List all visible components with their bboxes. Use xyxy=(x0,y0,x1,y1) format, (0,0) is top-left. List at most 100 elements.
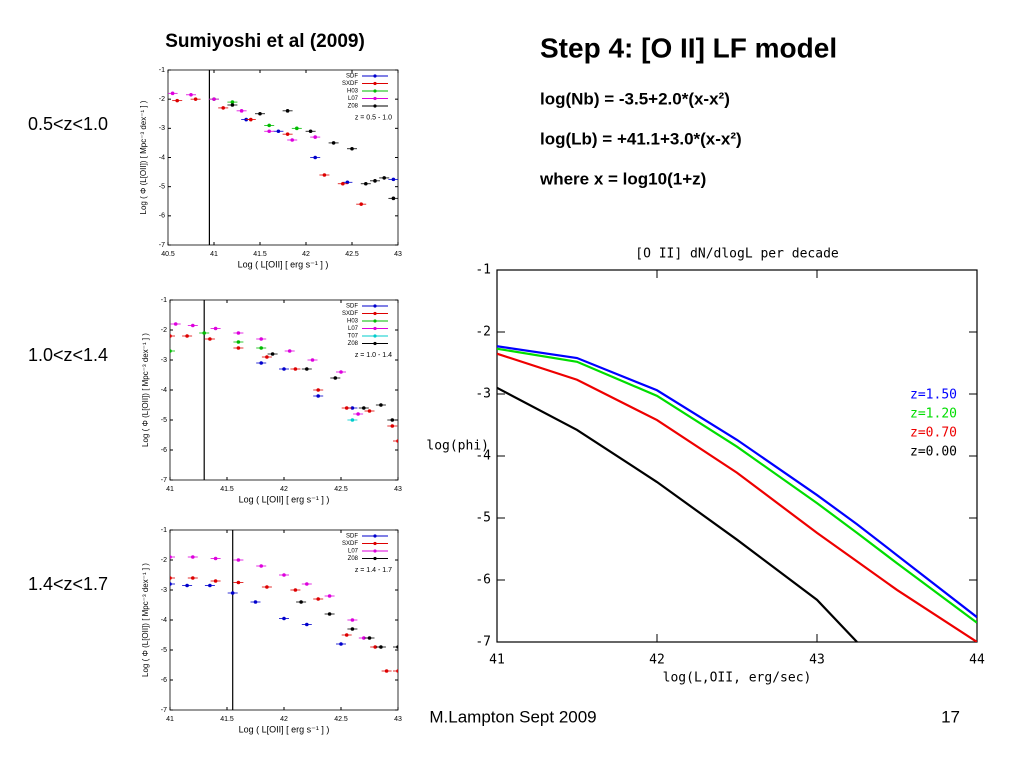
legend-marker xyxy=(373,541,377,546)
legend-marker xyxy=(373,341,377,346)
y-tick-label: -2 xyxy=(159,96,165,103)
data-point xyxy=(350,406,355,410)
annotation: z = 0.5 - 1.0 xyxy=(355,114,392,121)
page-number: 17 xyxy=(941,707,960,726)
legend-label: SDF xyxy=(346,304,358,310)
series-line xyxy=(497,347,977,624)
x-tick-label: 41.5 xyxy=(220,716,234,723)
legend-marker xyxy=(373,534,377,538)
data-point xyxy=(230,103,235,107)
y-tick-label: -5 xyxy=(475,511,491,526)
plot-area xyxy=(168,91,398,206)
data-point xyxy=(356,412,360,416)
data-point xyxy=(213,556,218,561)
legend-label: SXDF xyxy=(342,311,358,317)
data-point xyxy=(236,340,241,344)
data-point xyxy=(213,326,218,331)
equation: log(Nb) = -3.5+2.0*(x-x²) xyxy=(540,89,730,108)
x-tick-label: 43 xyxy=(394,251,402,258)
x-tick-label: 41 xyxy=(489,653,505,668)
data-point xyxy=(293,588,298,592)
data-point xyxy=(396,439,398,443)
annotation: z = 1.4 - 1.7 xyxy=(355,567,392,574)
y-tick-label: -5 xyxy=(161,647,167,654)
y-tick-label: -1 xyxy=(161,527,167,534)
data-point xyxy=(322,173,327,177)
data-point xyxy=(267,129,272,134)
data-point xyxy=(285,132,290,136)
data-point xyxy=(208,583,212,588)
legend-label: Z08 xyxy=(348,556,359,562)
data-point xyxy=(170,582,172,586)
data-point xyxy=(310,358,315,362)
y-tick-label: -3 xyxy=(475,387,491,402)
data-point xyxy=(258,111,262,116)
data-point xyxy=(239,109,244,113)
plot-area xyxy=(170,322,398,443)
legend-marker xyxy=(373,89,377,93)
data-point xyxy=(396,669,398,673)
x-tick-label: 43 xyxy=(809,653,825,668)
legend-label: z=0.70 xyxy=(910,426,957,441)
y-tick-label: -4 xyxy=(161,387,167,394)
y-tick-label: -2 xyxy=(161,327,167,334)
x-tick-label: 41.5 xyxy=(220,486,234,493)
data-point xyxy=(213,579,218,583)
data-point xyxy=(253,600,258,604)
data-point xyxy=(396,645,398,649)
data-point xyxy=(367,409,372,413)
legend-marker xyxy=(373,96,377,101)
chart-title: [O II] dN/dlogL per decade xyxy=(635,247,839,262)
legend-label: z=0.00 xyxy=(910,445,957,460)
legend-label: SXDF xyxy=(342,541,358,547)
x-tick-label: 41 xyxy=(210,251,218,258)
data-point xyxy=(391,177,396,182)
legend-label: Z08 xyxy=(348,104,359,110)
data-point xyxy=(295,126,299,131)
series-line xyxy=(497,345,977,619)
y-tick-label: -3 xyxy=(159,125,165,132)
legend-marker xyxy=(373,311,377,316)
data-point xyxy=(327,612,332,616)
x-tick-label: 43 xyxy=(394,486,402,493)
equation: log(Lb) = +41.1+3.0*(x-x²) xyxy=(540,129,742,148)
x-tick-label: 42 xyxy=(280,716,288,723)
data-point xyxy=(230,100,235,104)
x-tick-label: 42.5 xyxy=(334,716,348,723)
x-axis-label: Log ( L[OII] [ erg s⁻¹ ] ) xyxy=(239,724,330,734)
data-point xyxy=(212,97,216,101)
chart: -1 -2 -3 -4 -5 -6 -7 41 41.5 42 42.5 43 Log ( L[OII]… xyxy=(141,527,402,735)
x-tick-label: 44 xyxy=(969,653,985,668)
data-point xyxy=(367,636,372,640)
chart: -1 -2 -3 -4 -5 -6 -7 40.5 41 41.5 42 42.5 43 Log ( L[… xyxy=(139,67,402,270)
legend-marker xyxy=(373,74,377,78)
data-point xyxy=(305,582,309,586)
data-point xyxy=(379,645,383,649)
data-point xyxy=(350,627,355,631)
legend-marker xyxy=(373,104,377,108)
plot-frame xyxy=(496,269,978,643)
data-point xyxy=(282,616,286,621)
data-point xyxy=(236,558,241,562)
legend-label: z=1.50 xyxy=(910,388,957,403)
data-point xyxy=(316,597,321,601)
legend-label: L07 xyxy=(348,549,359,555)
legend-label: T07 xyxy=(348,334,359,340)
legend-marker xyxy=(373,334,377,338)
data-point xyxy=(259,337,264,341)
data-point xyxy=(316,388,321,392)
data-point xyxy=(305,622,309,627)
data-point xyxy=(221,106,225,110)
y-tick-label: -3 xyxy=(161,357,167,364)
data-point xyxy=(202,331,206,335)
legend-label: SDF xyxy=(346,534,358,540)
y-tick-label: -6 xyxy=(159,213,165,220)
data-point xyxy=(170,576,172,580)
annotation: z = 1.0 - 1.4 xyxy=(355,352,392,359)
data-point xyxy=(390,424,395,428)
y-tick-label: -4 xyxy=(161,617,167,624)
data-point xyxy=(362,406,366,410)
data-point xyxy=(373,179,377,183)
legend-label: SDF xyxy=(346,74,358,80)
